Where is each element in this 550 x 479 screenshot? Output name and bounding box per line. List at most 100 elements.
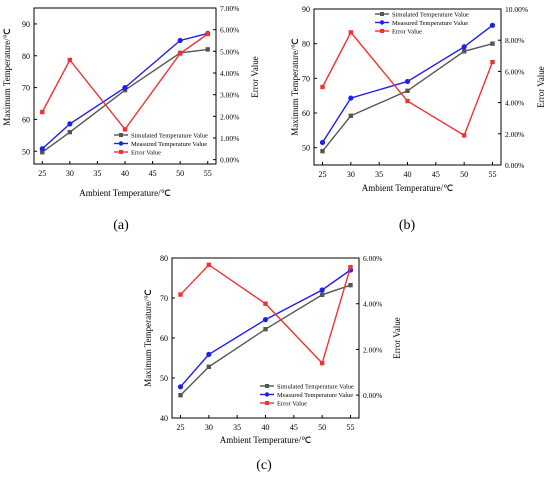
data-point bbox=[263, 301, 268, 306]
series-error-value bbox=[320, 30, 495, 138]
x-tick-label: 50 bbox=[460, 170, 468, 179]
data-point bbox=[206, 364, 212, 369]
y-right-tick-label: 0.00% bbox=[363, 391, 382, 400]
series-line bbox=[321, 42, 493, 152]
data-point bbox=[177, 37, 183, 44]
x-tick-label: 45 bbox=[432, 170, 440, 179]
chart-panel-b: 25 30 35 40 45 50 55 50 60 70 80 90 0.00% 2.00% 4.00% 6… bbox=[290, 5, 546, 233]
legend-label: Simulated Temperature Value bbox=[392, 12, 469, 19]
panel-label: (c) bbox=[256, 458, 272, 473]
x-tick-label: 45 bbox=[290, 423, 298, 432]
legend-marker bbox=[380, 29, 384, 33]
series-simulated-temperature-value bbox=[178, 283, 353, 398]
y-right-tick-label: 6.00% bbox=[505, 67, 524, 76]
data-point bbox=[348, 264, 353, 270]
data-point bbox=[319, 360, 325, 366]
series-measured-temperature-value bbox=[319, 22, 496, 146]
legend-label: Measured Temperature Value bbox=[392, 20, 468, 27]
data-point bbox=[348, 283, 353, 288]
y-right-tick-label: 2.00% bbox=[363, 345, 382, 354]
legend-label: Simulated Temperature Value bbox=[277, 384, 354, 391]
y-left-tick-label: 80 bbox=[22, 52, 30, 61]
series-simulated-temperature-value bbox=[320, 41, 495, 154]
y-left-axis-label: Maximum Temperature/℃ bbox=[143, 289, 153, 387]
legend-marker bbox=[265, 401, 269, 405]
x-axis-label: Ambient Temperature/℃ bbox=[79, 188, 171, 198]
data-point bbox=[206, 351, 212, 357]
x-tick-label: 25 bbox=[319, 170, 327, 179]
data-point bbox=[348, 113, 354, 118]
x-tick-label: 50 bbox=[318, 423, 326, 432]
data-point bbox=[67, 129, 73, 135]
x-tick-label: 40 bbox=[262, 423, 270, 432]
x-tick-label: 35 bbox=[93, 169, 101, 178]
data-point bbox=[405, 98, 410, 104]
x-tick-label: 55 bbox=[489, 170, 497, 179]
y-left-tick-label: 80 bbox=[302, 40, 310, 49]
y-left-tick-label: 50 bbox=[160, 374, 168, 383]
y-right-tick-label: 0.00% bbox=[505, 161, 524, 170]
x-tick-label: 40 bbox=[121, 169, 129, 178]
x-axis-label: Ambient Temperature/℃ bbox=[220, 435, 312, 445]
y-right-axis-label: Error Value bbox=[250, 56, 260, 98]
data-point bbox=[319, 292, 325, 297]
y-left-tick-label: 60 bbox=[302, 109, 310, 118]
x-tick-label: 55 bbox=[204, 169, 212, 178]
data-point bbox=[490, 59, 495, 65]
legend-label: Error Value bbox=[392, 29, 422, 36]
legend-marker bbox=[380, 12, 384, 16]
legend-label: Error Value bbox=[277, 401, 307, 408]
data-point bbox=[404, 78, 411, 85]
legend-label: Measured Temperature Value bbox=[131, 141, 207, 148]
data-point bbox=[178, 292, 183, 297]
data-point bbox=[67, 57, 73, 63]
x-tick-label: 30 bbox=[347, 170, 355, 179]
y-right-tick-label: 1.00% bbox=[220, 134, 239, 143]
data-point bbox=[319, 139, 326, 146]
x-tick-label: 30 bbox=[66, 169, 74, 178]
y-right-tick-label: 2.00% bbox=[505, 130, 524, 139]
chart-panel-c: 25 30 35 40 45 50 55 40 50 60 70 80 0.00% 2.00% 4.00% 6… bbox=[143, 254, 402, 473]
data-point bbox=[122, 127, 128, 132]
y-right-axis-label: Error Value bbox=[392, 317, 402, 359]
data-point bbox=[178, 393, 183, 398]
x-axis-label: Ambient Temperature/℃ bbox=[362, 183, 454, 193]
panel-label: (a) bbox=[113, 218, 129, 233]
y-right-tick-label: 4.00% bbox=[505, 99, 524, 108]
y-right-tick-label: 6.00% bbox=[220, 26, 239, 35]
data-point bbox=[177, 51, 183, 56]
data-point bbox=[206, 262, 212, 268]
chart-panel-a: 25 30 35 40 45 50 55 50 60 70 80 90 0.00% 1.00% 2.00% 3… bbox=[2, 4, 260, 233]
data-point bbox=[348, 95, 354, 101]
legend-label: Measured Temperature Value bbox=[277, 392, 353, 399]
data-point bbox=[319, 287, 325, 293]
y-left-tick-label: 40 bbox=[160, 414, 168, 423]
data-point bbox=[40, 150, 45, 155]
y-right-tick-label: 6.00% bbox=[363, 254, 382, 263]
legend-marker bbox=[264, 392, 270, 397]
data-point bbox=[461, 133, 467, 138]
y-right-tick-label: 0.00% bbox=[220, 156, 239, 165]
x-tick-label: 50 bbox=[176, 169, 184, 178]
y-right-tick-label: 3.00% bbox=[220, 91, 239, 100]
y-left-axis-label: Maximum Temperature/℃ bbox=[2, 28, 12, 126]
x-tick-label: 45 bbox=[149, 169, 157, 178]
legend-marker bbox=[119, 133, 123, 137]
legend-label: Simulated Temperature Value bbox=[131, 133, 208, 140]
y-left-tick-label: 60 bbox=[22, 115, 30, 124]
series-error-value bbox=[40, 31, 210, 132]
y-left-tick-label: 70 bbox=[302, 74, 310, 83]
y-right-tick-label: 7.00% bbox=[220, 4, 239, 13]
x-tick-label: 55 bbox=[347, 423, 355, 432]
y-left-tick-label: 60 bbox=[160, 334, 168, 343]
panel-label: (b) bbox=[399, 218, 416, 233]
legend-marker bbox=[265, 384, 269, 388]
y-left-tick-label: 50 bbox=[22, 147, 30, 156]
x-tick-label: 25 bbox=[177, 423, 185, 432]
data-point bbox=[461, 49, 467, 54]
data-point bbox=[205, 31, 210, 37]
y-right-tick-label: 10.00% bbox=[505, 5, 528, 14]
y-right-tick-label: 5.00% bbox=[220, 47, 239, 56]
